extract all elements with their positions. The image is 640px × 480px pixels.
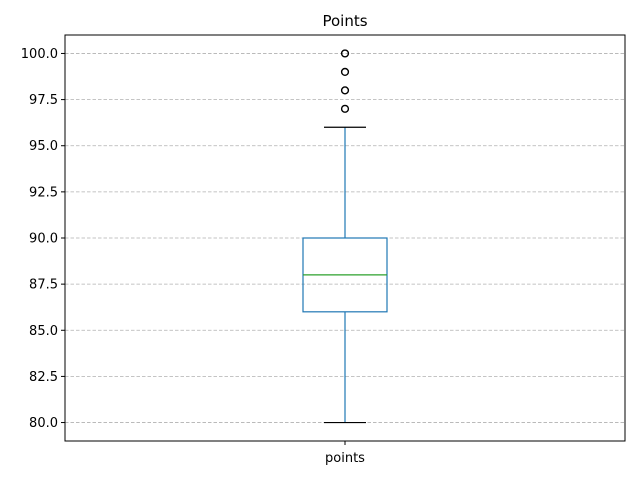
y-tick-label: 92.5 [29,185,58,200]
outlier-point [340,86,350,95]
y-tick-label: 87.5 [29,278,58,293]
y-axis: 80.0 82.5 85.0 87.5 90.0 92.5 95.0 97.5 100.0 [21,47,65,431]
chart-title: Points [322,12,367,30]
y-tick-label: 80.0 [29,416,58,431]
box-layer [302,49,388,424]
y-tick-label: 95.0 [29,139,58,154]
x-axis: points [325,441,365,466]
y-tick-label: 82.5 [29,370,58,385]
x-tick-label: points [325,451,365,466]
y-tick-label: 97.5 [29,93,58,108]
y-tick-label: 90.0 [29,232,58,247]
y-tick-label: 85.0 [29,324,58,339]
outlier-point [340,67,350,77]
outlier-point [340,49,350,58]
y-tick-label: 100.0 [21,47,58,62]
outlier-point [340,104,350,113]
